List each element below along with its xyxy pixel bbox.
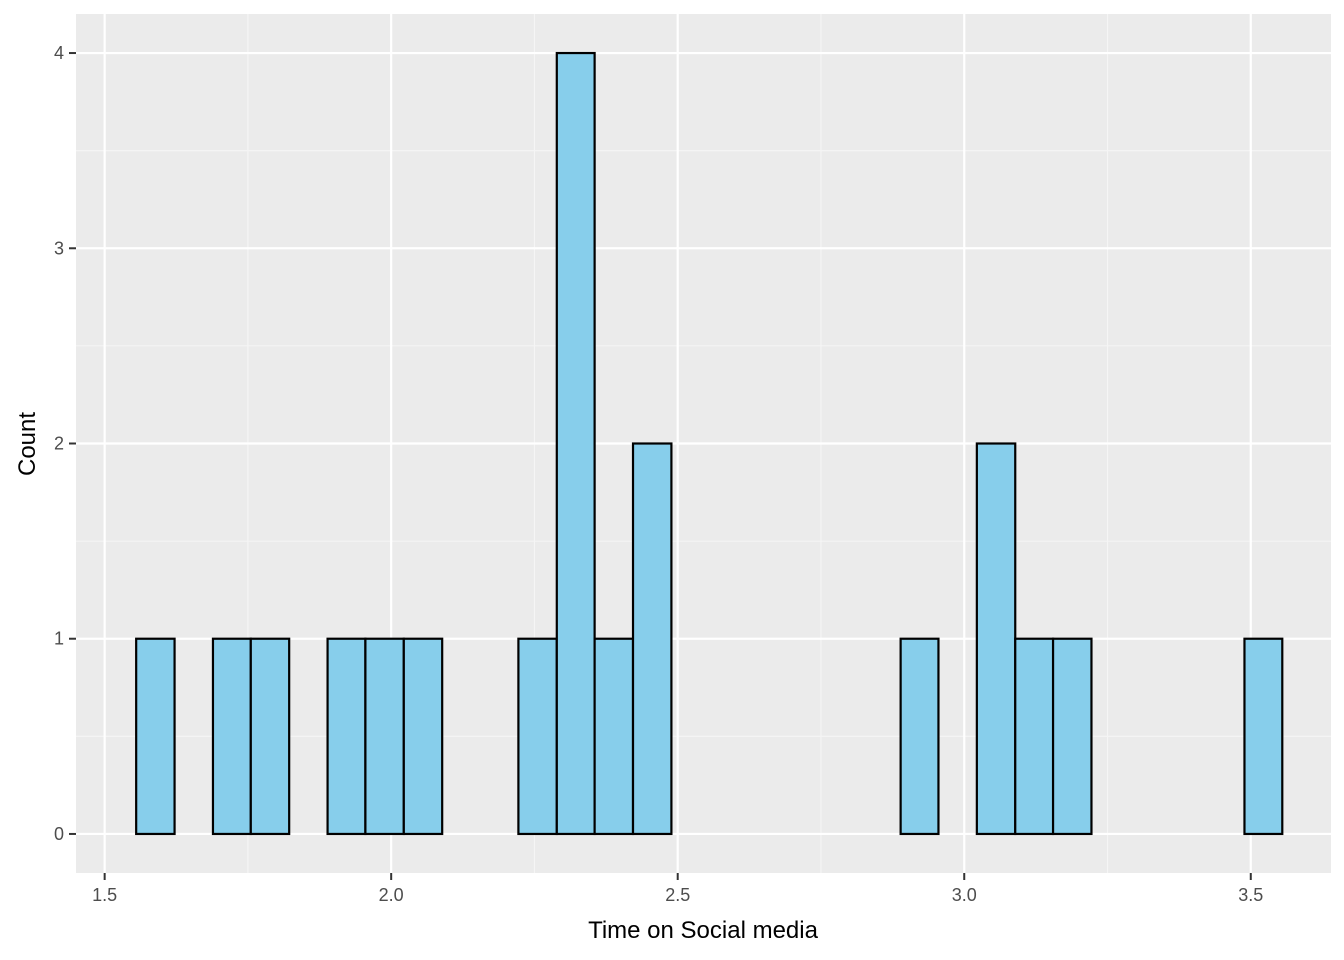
x-tick-label: 3.5 bbox=[1238, 885, 1263, 905]
histogram-bar-0 bbox=[135, 637, 176, 836]
x-tick-label: 3.0 bbox=[952, 885, 977, 905]
y-axis-title: Count bbox=[14, 412, 41, 476]
histogram-bar-7 bbox=[402, 637, 444, 836]
histogram-bar-5 bbox=[326, 637, 367, 836]
histogram-bar-3 bbox=[249, 637, 291, 836]
y-tick-label: 4 bbox=[54, 43, 64, 63]
histogram-bar-24 bbox=[1051, 637, 1093, 836]
histogram-bar-11 bbox=[555, 51, 596, 836]
y-tick-label: 0 bbox=[54, 824, 64, 844]
histogram-bar-23 bbox=[1014, 637, 1055, 836]
x-tick-label: 1.5 bbox=[92, 885, 117, 905]
x-tick-label: 2.5 bbox=[665, 885, 690, 905]
x-tick-label: 2.0 bbox=[379, 885, 404, 905]
histogram-bar-12 bbox=[593, 637, 635, 836]
histogram-bar-6 bbox=[364, 637, 405, 836]
x-axis: 1.5 2.0 2.5 3.0 3.5 bbox=[92, 873, 1263, 905]
histogram-bar-22 bbox=[975, 442, 1017, 836]
histogram-bar-2 bbox=[211, 637, 252, 836]
histogram-bar-10 bbox=[517, 637, 558, 836]
y-tick-label: 2 bbox=[54, 434, 64, 454]
histogram-bar-29 bbox=[1243, 637, 1284, 836]
histogram-bar-13 bbox=[631, 442, 673, 836]
y-tick-label: 1 bbox=[54, 629, 64, 649]
histogram-bar-20 bbox=[899, 637, 940, 836]
histogram-bars bbox=[135, 51, 1284, 836]
y-axis: 0 1 2 3 4 bbox=[54, 43, 76, 844]
y-tick-label: 3 bbox=[54, 238, 64, 258]
x-axis-title: Time on Social media bbox=[588, 917, 819, 944]
